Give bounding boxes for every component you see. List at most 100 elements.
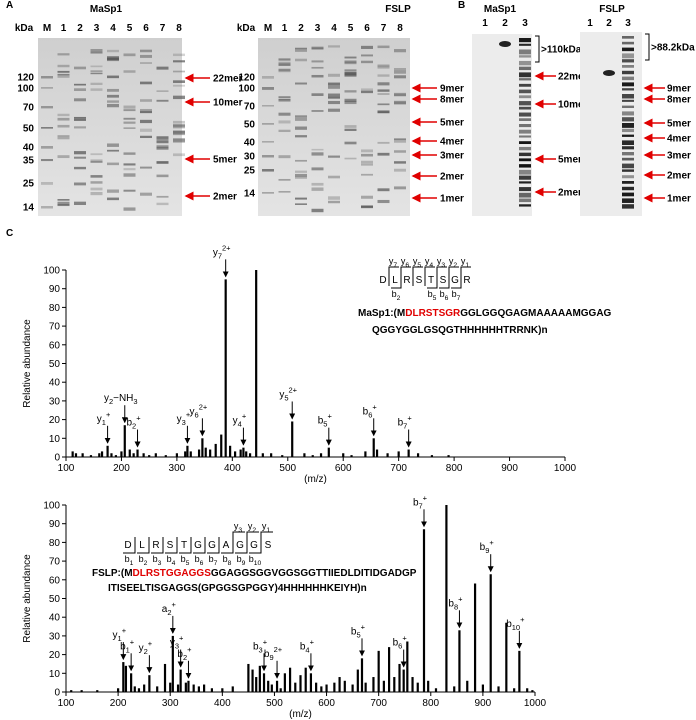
band-label: 2mer (213, 192, 237, 203)
gel-band (377, 93, 390, 95)
annotation-label: y62+ (190, 402, 208, 419)
label-part: + (186, 410, 191, 419)
label-part: y (262, 521, 267, 531)
panel-label: C (6, 228, 13, 239)
gel-band (107, 197, 119, 201)
label-part: 5 (356, 630, 360, 639)
annotation-label: b6+ (363, 402, 378, 419)
label-part: y (279, 389, 284, 400)
gel-band (394, 49, 406, 53)
blot-band (519, 55, 531, 58)
gel-band (295, 58, 307, 62)
label-part: y (461, 256, 466, 266)
gel-band (344, 90, 357, 93)
gel-band (394, 186, 406, 190)
y-tick-label: 50 (49, 359, 61, 370)
gel-band (377, 188, 390, 192)
gel-band (262, 169, 274, 172)
annotation-label: b2+ (126, 414, 141, 431)
label-part: b (448, 598, 454, 609)
lane-label: 2 (77, 23, 83, 34)
blot-band (519, 129, 531, 134)
gel-band (262, 155, 274, 158)
gel-band (41, 127, 53, 129)
y-tick-label: 90 (49, 284, 61, 295)
y-tick-label: 70 (49, 322, 61, 333)
label-part: + (310, 637, 315, 646)
label-part: 10 (512, 623, 520, 632)
annotation-label: y3+ (177, 410, 191, 427)
label-part: 3 (182, 418, 186, 427)
marker-label: 40 (244, 138, 256, 149)
b-ion: b6 (195, 554, 204, 567)
lane-label: 1 (282, 23, 288, 34)
gel-band (90, 72, 103, 75)
residue: S (416, 275, 423, 286)
label-part: −NH (113, 393, 133, 404)
annotation-label: y52+ (279, 385, 297, 402)
gel-band (295, 173, 307, 177)
gel-band (123, 53, 136, 57)
gel-band (123, 153, 136, 155)
label-part: 3 (259, 645, 263, 654)
gel (258, 38, 410, 216)
label-part: 3 (441, 262, 445, 269)
label-part: 1 (102, 418, 106, 427)
gel-band (140, 192, 152, 196)
x-tick-label: 700 (390, 463, 407, 474)
gel-band (41, 159, 53, 162)
gel-band (262, 87, 274, 90)
gel-band (377, 65, 390, 69)
fragment-line (424, 266, 435, 286)
gel-band (173, 153, 185, 157)
label-part: b (209, 554, 214, 564)
y-tick-label: 0 (54, 688, 60, 699)
label-part: + (489, 538, 494, 547)
label-part: 1 (465, 262, 469, 269)
gel-band (361, 45, 373, 49)
gel-band (57, 155, 70, 159)
gel-band (278, 69, 291, 73)
gel-band (328, 82, 340, 86)
gel-band (377, 64, 390, 68)
y-tick-label: 30 (49, 631, 61, 642)
residue: D (379, 275, 386, 286)
gel-band (394, 67, 406, 71)
annotation-label: b5+ (318, 412, 333, 429)
label-part: b (363, 406, 369, 417)
label-part: 2 (252, 527, 256, 534)
gel-band (377, 89, 390, 92)
residue: T (428, 275, 434, 286)
label-part: 3 (238, 527, 242, 534)
gel-band (328, 155, 340, 158)
gel-band (41, 76, 53, 79)
gel-band (328, 175, 340, 179)
gel-band (90, 160, 103, 163)
label-part: + (122, 626, 127, 635)
x-tick-label: 600 (335, 463, 352, 474)
label-part: 4 (305, 645, 309, 654)
label-part: + (106, 410, 111, 419)
gel-band (394, 168, 406, 172)
y-tick-label: 20 (49, 415, 61, 426)
gel-band (173, 138, 185, 142)
gel-band (328, 96, 340, 100)
gel-band (123, 173, 136, 177)
blot-band (622, 70, 634, 75)
marker-label: 14 (23, 203, 35, 214)
gel-band (311, 148, 324, 151)
annotation-label: b8+ (448, 594, 463, 611)
label-part: 2+ (274, 645, 283, 654)
blot-band (603, 70, 615, 76)
gel-band (328, 200, 340, 204)
fragment-line (221, 537, 234, 554)
gel-band (90, 51, 103, 54)
residue: R (463, 275, 470, 286)
label-part: b (506, 619, 512, 630)
gel-band (344, 56, 357, 59)
gel-band (140, 99, 152, 102)
marker-label: 25 (244, 166, 256, 177)
b-ion: b7 (452, 289, 461, 302)
b-ion: b6 (440, 289, 449, 302)
label-part: 4 (238, 420, 242, 429)
